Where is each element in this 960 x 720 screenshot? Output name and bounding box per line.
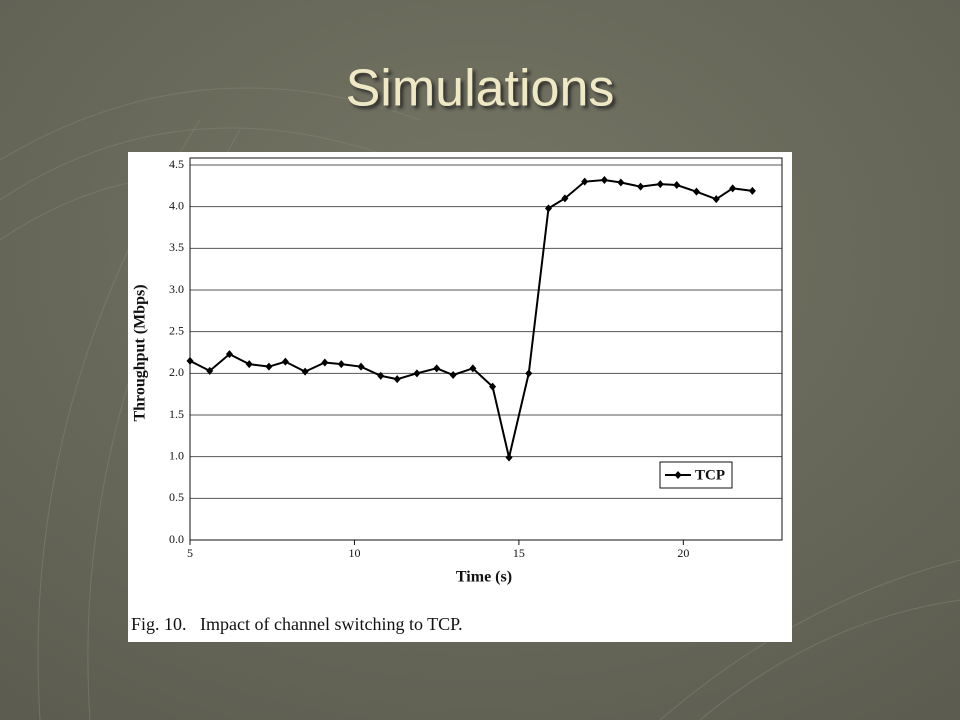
marker [656,180,664,189]
plot-frame [189,157,783,541]
y-tick-label: 0.0 [169,532,184,546]
x-tick-label: 15 [513,546,525,560]
marker [265,362,273,371]
plot: 0.0 0.5 1.0 1.5 2.0 2.5 3.0 3.5 4.0 4.5 5 10 15 20 TCP [169,157,783,560]
y-tick-label: 1.5 [169,407,184,421]
y-tick-label: 1.0 [169,448,184,462]
marker [186,356,194,365]
marker [617,178,625,187]
marker [413,369,421,378]
y-tick-label: 4.5 [169,157,184,171]
marker [225,350,233,359]
legend-marker [674,471,682,479]
marker [581,177,589,186]
marker [637,182,645,191]
x-tick-label: 5 [187,546,193,560]
y-tick-label: 0.5 [169,490,184,504]
y-tick-label: 2.0 [169,365,184,379]
marker [489,382,497,391]
marker [729,184,737,193]
marker [433,364,441,373]
marker [393,375,401,384]
marker [321,358,329,367]
marker [449,371,457,379]
marker [712,195,720,204]
figure-panel [128,152,792,642]
marker [748,186,756,195]
y-tick-label: 2.5 [169,323,184,337]
marker [281,357,289,366]
y-tick-label: 3.0 [169,282,184,296]
marker [692,187,700,196]
marker [206,366,214,375]
x-tick-label: 10 [348,546,360,560]
marker [301,367,309,376]
y-tick-label: 4.0 [169,198,184,212]
marker [337,360,345,369]
x-axis-label: Time (s) [456,569,512,586]
marker [600,176,608,184]
y-tick-label: 3.5 [169,240,184,254]
slide-title: Simulations [346,60,615,118]
marker [561,194,569,203]
caption: Fig. 10. Impact of channel switching to … [131,614,463,634]
x-tick-label: 20 [677,546,689,560]
marker [673,181,681,189]
marker [469,364,477,373]
marker [544,204,552,213]
marker [525,369,533,378]
marker [357,362,365,371]
legend-label: TCP [695,467,725,483]
marker [505,453,513,462]
marker [245,360,253,369]
y-axis-label: Throughput (Mbps) [132,284,149,421]
marker [377,371,385,380]
